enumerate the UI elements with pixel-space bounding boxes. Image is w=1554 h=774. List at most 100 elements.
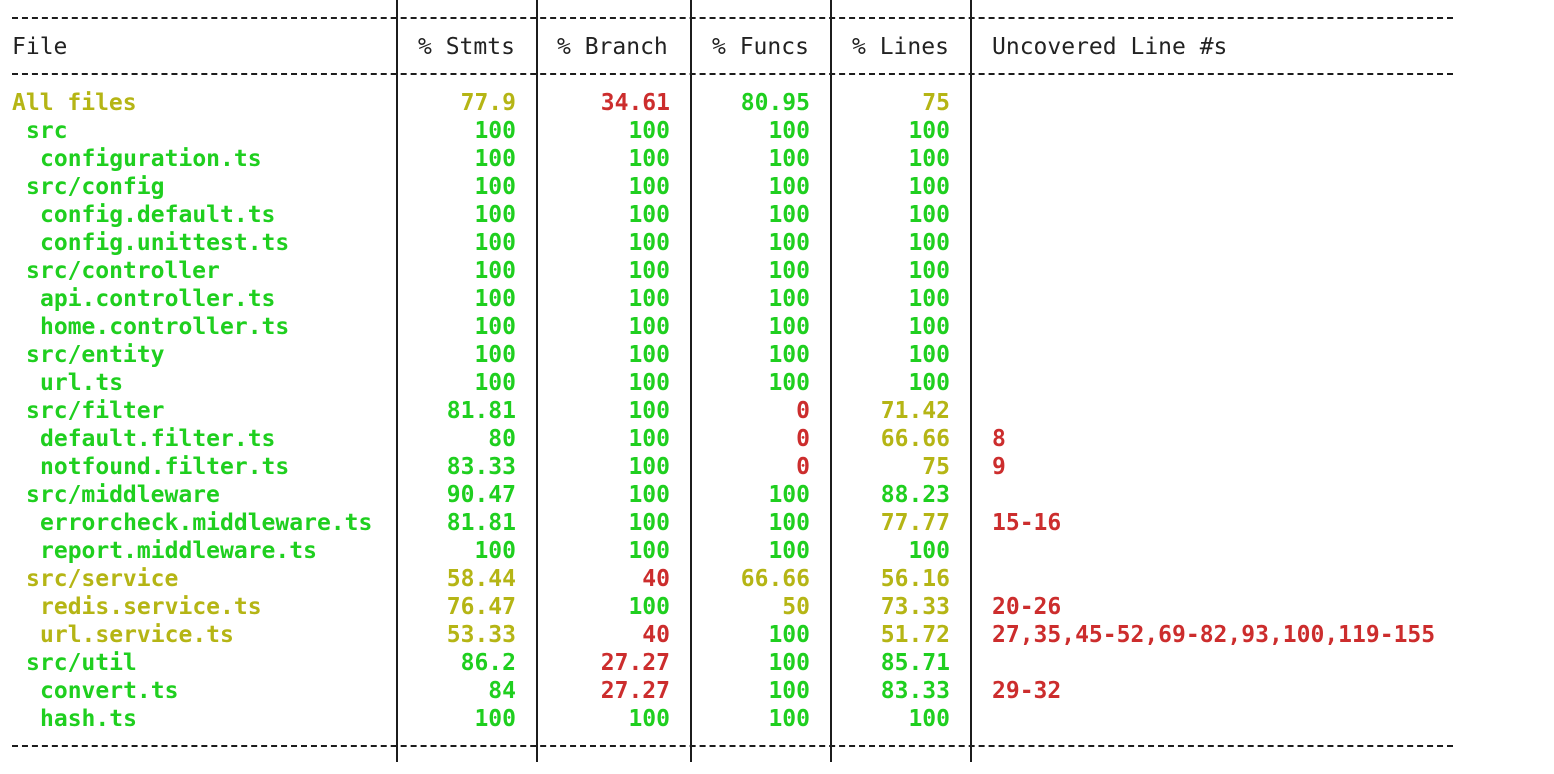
- table-row: src/middleware 90.47 100 100 88.23: [0, 481, 1554, 509]
- column-divider: [536, 0, 538, 762]
- stmts-value: 100: [474, 314, 516, 340]
- uncovered-lines: [992, 313, 1492, 341]
- funcs-value: 50: [782, 594, 810, 620]
- file-name: src: [26, 118, 68, 144]
- table-row: report.middleware.ts 100 100 100 100: [0, 537, 1554, 565]
- uncovered-lines: [992, 369, 1492, 397]
- table-row: src 100 100 100 100: [0, 117, 1554, 145]
- table-row: config.unittest.ts 100 100 100 100: [0, 229, 1554, 257]
- table-row: redis.service.ts 76.47 100 50 73.33 20-26: [0, 593, 1554, 621]
- branch-value: 100: [628, 258, 670, 284]
- table-bottom-border: [12, 745, 1453, 747]
- funcs-value: 100: [768, 342, 810, 368]
- funcs-value: 66.66: [740, 566, 810, 592]
- file-name: api.controller.ts: [40, 286, 276, 312]
- table-row: notfound.filter.ts 83.33 100 0 75 9: [0, 453, 1554, 481]
- uncovered-lines: [992, 537, 1492, 565]
- uncovered-lines: [992, 201, 1492, 229]
- branch-value: 100: [628, 594, 670, 620]
- funcs-value: 100: [768, 314, 810, 340]
- lines-value: 100: [908, 370, 950, 396]
- uncovered-lines: [992, 649, 1492, 677]
- stmts-value: 100: [474, 286, 516, 312]
- branch-value: 100: [628, 510, 670, 536]
- branch-value: 100: [628, 174, 670, 200]
- stmts-value: 100: [474, 202, 516, 228]
- table-row: hash.ts 100 100 100 100: [0, 705, 1554, 733]
- funcs-value: 100: [768, 118, 810, 144]
- branch-value: 27.27: [600, 650, 670, 676]
- branch-value: 40: [642, 566, 670, 592]
- stmts-value: 90.47: [446, 482, 516, 508]
- uncovered-lines: 9: [992, 454, 1006, 480]
- file-name: redis.service.ts: [40, 594, 262, 620]
- stmts-value: 100: [474, 146, 516, 172]
- funcs-value: 100: [768, 370, 810, 396]
- file-name: src/middleware: [26, 482, 220, 508]
- file-name: config.default.ts: [40, 202, 276, 228]
- header-funcs: % Funcs: [712, 34, 809, 60]
- funcs-value: 100: [768, 482, 810, 508]
- stmts-value: 76.47: [446, 594, 516, 620]
- file-name: errorcheck.middleware.ts: [40, 510, 373, 536]
- uncovered-lines: [992, 397, 1492, 425]
- table-row: home.controller.ts 100 100 100 100: [0, 313, 1554, 341]
- table-row: src/config 100 100 100 100: [0, 173, 1554, 201]
- uncovered-lines: [992, 229, 1492, 257]
- branch-value: 100: [628, 454, 670, 480]
- uncovered-lines: [992, 705, 1492, 733]
- table-row: src/service 58.44 40 66.66 56.16: [0, 565, 1554, 593]
- lines-value: 77.77: [880, 510, 950, 536]
- table-row: configuration.ts 100 100 100 100: [0, 145, 1554, 173]
- funcs-value: 100: [768, 650, 810, 676]
- lines-value: 100: [908, 314, 950, 340]
- funcs-value: 100: [768, 202, 810, 228]
- table-header: File % Stmts % Branch % Funcs % Lines Un…: [0, 33, 1554, 61]
- lines-value: 85.71: [880, 650, 950, 676]
- lines-value: 73.33: [880, 594, 950, 620]
- file-name: configuration.ts: [40, 146, 262, 172]
- lines-value: 100: [908, 342, 950, 368]
- lines-value: 100: [908, 174, 950, 200]
- lines-value: 51.72: [880, 622, 950, 648]
- lines-value: 100: [908, 706, 950, 732]
- branch-value: 100: [628, 398, 670, 424]
- stmts-value: 100: [474, 370, 516, 396]
- lines-value: 56.16: [880, 566, 950, 592]
- stmts-value: 100: [474, 118, 516, 144]
- stmts-value: 81.81: [446, 398, 516, 424]
- file-name: src/service: [26, 566, 179, 592]
- lines-value: 88.23: [880, 482, 950, 508]
- stmts-value: 58.44: [446, 566, 516, 592]
- file-name: url.ts: [40, 370, 124, 396]
- branch-value: 100: [628, 314, 670, 340]
- funcs-value: 100: [768, 146, 810, 172]
- branch-value: 100: [628, 286, 670, 312]
- branch-value: 100: [628, 706, 670, 732]
- table-row: src/filter 81.81 100 0 71.42: [0, 397, 1554, 425]
- stmts-value: 80: [488, 426, 516, 452]
- table-row: api.controller.ts 100 100 100 100: [0, 285, 1554, 313]
- stmts-value: 100: [474, 230, 516, 256]
- table-row: src/entity 100 100 100 100: [0, 341, 1554, 369]
- uncovered-lines: [992, 341, 1492, 369]
- column-divider: [830, 0, 832, 762]
- stmts-value: 84: [488, 678, 516, 704]
- funcs-value: 100: [768, 538, 810, 564]
- uncovered-lines: 27,35,45-52,69-82,93,100,119-155: [992, 622, 1436, 648]
- table-row: errorcheck.middleware.ts 81.81 100 100 77.77…: [0, 509, 1554, 537]
- funcs-value: 0: [796, 454, 810, 480]
- funcs-value: 100: [768, 286, 810, 312]
- uncovered-lines: [992, 565, 1492, 593]
- lines-value: 100: [908, 258, 950, 284]
- uncovered-lines: [992, 285, 1492, 313]
- table-row: default.filter.ts 80 100 0 66.66 8: [0, 425, 1554, 453]
- uncovered-lines: 29-32: [992, 678, 1062, 704]
- table-row: url.service.ts 53.33 40 100 51.72 27,35,45-52…: [0, 621, 1554, 649]
- lines-value: 83.33: [880, 678, 950, 704]
- header-separator: [12, 73, 1453, 75]
- stmts-value: 100: [474, 258, 516, 284]
- file-name: notfound.filter.ts: [40, 454, 290, 480]
- stmts-value: 81.81: [446, 510, 516, 536]
- funcs-value: 0: [796, 426, 810, 452]
